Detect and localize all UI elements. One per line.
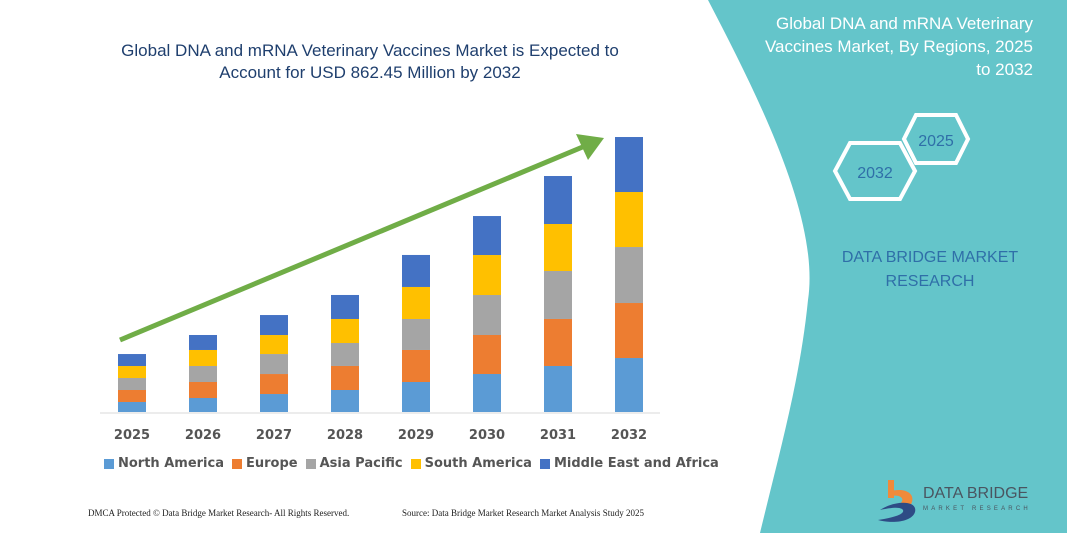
side-title-line1: Global DNA and mRNA Veterinary xyxy=(775,14,1033,33)
bar-segment-2032-asia-pacific xyxy=(615,247,643,304)
stacked-bar-chart: 2025 2026 2027 2028 2029 2030 2031 2032 xyxy=(114,137,647,443)
bar-segment-2027-middle-east-and-africa xyxy=(260,315,288,336)
x-tick-label: 2027 xyxy=(256,428,292,443)
bar-segment-2032-north-america xyxy=(615,358,643,412)
brand-line2: RESEARCH xyxy=(885,273,975,290)
bar-segment-2029-south-america xyxy=(402,286,430,319)
x-tick-label: 2025 xyxy=(114,428,150,443)
bar-segment-2026-north-america xyxy=(189,398,217,412)
bar-segment-2031-asia-pacific xyxy=(544,271,572,319)
x-tick-label: 2030 xyxy=(469,428,505,443)
legend-item: Asia Pacific xyxy=(305,456,403,471)
x-tick-label: 2029 xyxy=(398,428,434,443)
bar-segment-2028-asia-pacific xyxy=(331,342,359,366)
x-tick-label: 2031 xyxy=(540,428,576,443)
legend-swatch xyxy=(539,458,550,469)
bar-segment-2025-north-america xyxy=(118,401,146,412)
bar-segment-2025-asia-pacific xyxy=(118,378,146,390)
bar-segment-2032-south-america xyxy=(615,192,643,248)
bar-segment-2028-middle-east-and-africa xyxy=(331,294,359,319)
bar-segment-2031-north-america xyxy=(544,365,572,412)
legend-swatch xyxy=(104,458,114,469)
bar-segment-2027-europe xyxy=(260,374,288,395)
chart-title-line1: Global DNA and mRNA Veterinary Vaccines … xyxy=(121,41,619,60)
bar-segment-2029-asia-pacific xyxy=(402,318,430,350)
legend-swatch xyxy=(232,458,242,469)
hexagon-2025 xyxy=(901,113,971,165)
legend-item: Europe xyxy=(232,456,298,471)
bar-segment-2030-south-america xyxy=(473,255,501,296)
legend-item: North America xyxy=(104,456,224,471)
side-panel-title: Global DNA and mRNA Veterinary Vaccines … xyxy=(733,12,1033,81)
bar-segment-2026-middle-east-and-africa xyxy=(189,334,217,350)
legend-label: North America xyxy=(118,456,224,471)
bar-segment-2032-europe xyxy=(615,303,643,359)
legend-item: South America xyxy=(410,456,532,471)
bar-segment-2030-europe xyxy=(473,334,501,374)
bar-segment-2031-middle-east-and-africa xyxy=(544,176,572,225)
trend-arrow xyxy=(119,134,604,343)
bar-segment-2029-north-america xyxy=(402,381,430,412)
legend-label: Middle East and Africa xyxy=(553,456,719,471)
bar-segment-2029-middle-east-and-africa xyxy=(402,254,430,287)
hexagon-2032 xyxy=(832,141,918,201)
legend-label: Asia Pacific xyxy=(319,456,403,471)
x-tick-label: 2026 xyxy=(185,428,221,443)
bar-segment-2025-middle-east-and-africa xyxy=(118,354,146,367)
bar-segment-2030-north-america xyxy=(473,373,501,412)
bar-segment-2028-south-america xyxy=(331,318,359,343)
legend-label: South America xyxy=(424,456,532,471)
logo-icon xyxy=(878,480,916,522)
bar-segment-2026-asia-pacific xyxy=(189,365,217,382)
logo-subtitle: MARKET RESEARCH xyxy=(923,506,1031,512)
chart-legend: North America Europe Asia Pacific South Ame… xyxy=(104,456,719,471)
bar-segment-2029-europe xyxy=(402,349,430,382)
hexagon-2025-label: 2025 xyxy=(918,133,954,150)
bar-segment-2028-north-america xyxy=(331,389,359,412)
bar-segment-2025-south-america xyxy=(118,366,146,379)
chart-title-line2: Account for USD 862.45 Million by 2032 xyxy=(219,63,521,82)
bar-segment-2025-europe xyxy=(118,389,146,402)
side-title-line3: to 2032 xyxy=(976,60,1033,79)
bar-segment-2030-asia-pacific xyxy=(473,295,501,335)
footer-copyright: DMCA Protected © Data Bridge Market Rese… xyxy=(88,508,350,518)
bar-segment-2026-south-america xyxy=(189,349,217,366)
bar-segment-2031-south-america xyxy=(544,224,572,272)
x-tick-label: 2032 xyxy=(611,428,647,443)
chart-title: Global DNA and mRNA Veterinary Vaccines … xyxy=(80,40,660,84)
x-tick-label: 2028 xyxy=(327,428,363,443)
bar-segment-2031-europe xyxy=(544,318,572,366)
bar-segment-2028-europe xyxy=(331,365,359,390)
brand-text: DATA BRIDGE MARKET RESEARCH xyxy=(830,246,1030,294)
bar-segment-2027-south-america xyxy=(260,335,288,355)
side-title-line2: Vaccines Market, By Regions, 2025 xyxy=(764,37,1033,56)
legend-swatch xyxy=(305,458,316,469)
footer-source: Source: Data Bridge Market Research Mark… xyxy=(402,508,644,518)
bar-segment-2032-middle-east-and-africa xyxy=(615,137,643,193)
bar-segment-2030-middle-east-and-africa xyxy=(473,216,501,256)
bar-segment-2027-asia-pacific xyxy=(260,354,288,375)
legend-item: Middle East and Africa xyxy=(539,456,719,471)
logo-name: DATA BRIDGE xyxy=(923,485,1029,502)
side-panel xyxy=(708,0,1067,533)
bar-segment-2026-europe xyxy=(189,381,217,399)
hexagon-2032-label: 2032 xyxy=(857,165,893,182)
legend-swatch xyxy=(410,458,421,469)
brand-line1: DATA BRIDGE MARKET xyxy=(841,249,1019,266)
legend-label: Europe xyxy=(246,456,298,471)
bar-segment-2027-north-america xyxy=(260,394,288,412)
